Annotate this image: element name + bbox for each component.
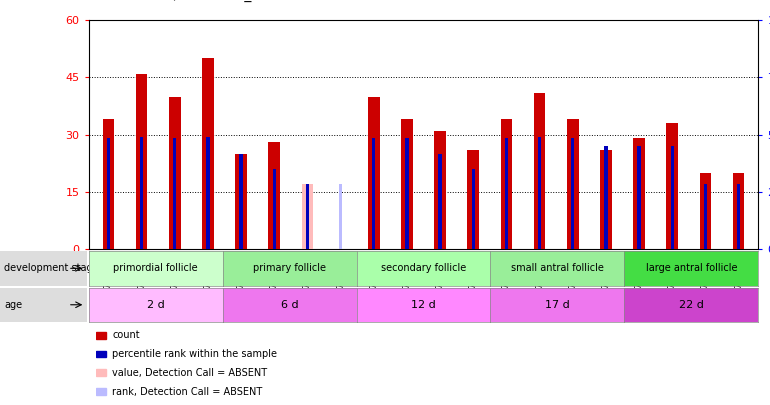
Bar (136, 74, 147, 249)
Bar (203, 58, 214, 249)
Text: rank, Detection Call = ABSENT: rank, Detection Call = ABSENT (112, 387, 263, 396)
Bar (700, 173, 711, 249)
Bar (107, 139, 110, 249)
Bar (666, 123, 678, 249)
Bar (239, 154, 243, 249)
Text: primordial follicle: primordial follicle (113, 263, 198, 273)
Bar (96, 388, 105, 395)
Bar (505, 139, 508, 249)
Bar (273, 169, 276, 249)
Bar (434, 131, 446, 249)
Bar (438, 154, 442, 249)
Text: percentile rank within the sample: percentile rank within the sample (112, 349, 277, 359)
Bar (302, 184, 313, 249)
Bar (102, 119, 114, 249)
Text: GDS1265 / 1448000_at: GDS1265 / 1448000_at (104, 0, 266, 2)
Bar (236, 154, 247, 249)
Bar (372, 139, 376, 249)
Text: value, Detection Call = ABSENT: value, Detection Call = ABSENT (112, 368, 267, 378)
Bar (600, 150, 611, 249)
Bar (206, 136, 209, 249)
Bar (467, 150, 479, 249)
Text: 22 d: 22 d (679, 300, 704, 310)
Text: 17 d: 17 d (545, 300, 570, 310)
Text: secondary follicle: secondary follicle (381, 263, 466, 273)
Bar (538, 136, 541, 249)
Bar (140, 136, 143, 249)
Bar (534, 93, 545, 249)
Text: age: age (5, 300, 22, 310)
Bar (567, 119, 578, 249)
Bar (269, 142, 280, 249)
Bar (638, 146, 641, 249)
Bar (471, 169, 475, 249)
Bar (704, 184, 707, 249)
Text: 6 d: 6 d (281, 300, 298, 310)
Text: count: count (112, 330, 140, 340)
Bar (306, 184, 309, 249)
Bar (671, 146, 674, 249)
Text: 2 d: 2 d (146, 300, 165, 310)
Text: primary follicle: primary follicle (253, 263, 326, 273)
Bar (405, 139, 409, 249)
Text: development stage: development stage (5, 263, 99, 273)
Bar (401, 119, 413, 249)
Bar (633, 139, 644, 249)
Bar (604, 146, 608, 249)
Bar (169, 96, 181, 249)
Bar (571, 139, 574, 249)
Bar (96, 351, 105, 358)
Bar (368, 96, 380, 249)
Text: 12 d: 12 d (411, 300, 436, 310)
Bar (96, 369, 105, 376)
Bar (173, 139, 176, 249)
Bar (733, 173, 745, 249)
Bar (339, 184, 342, 249)
Bar (737, 184, 740, 249)
Text: large antral follicle: large antral follicle (646, 263, 737, 273)
Text: small antral follicle: small antral follicle (511, 263, 604, 273)
Bar (500, 119, 512, 249)
Bar (96, 332, 105, 339)
